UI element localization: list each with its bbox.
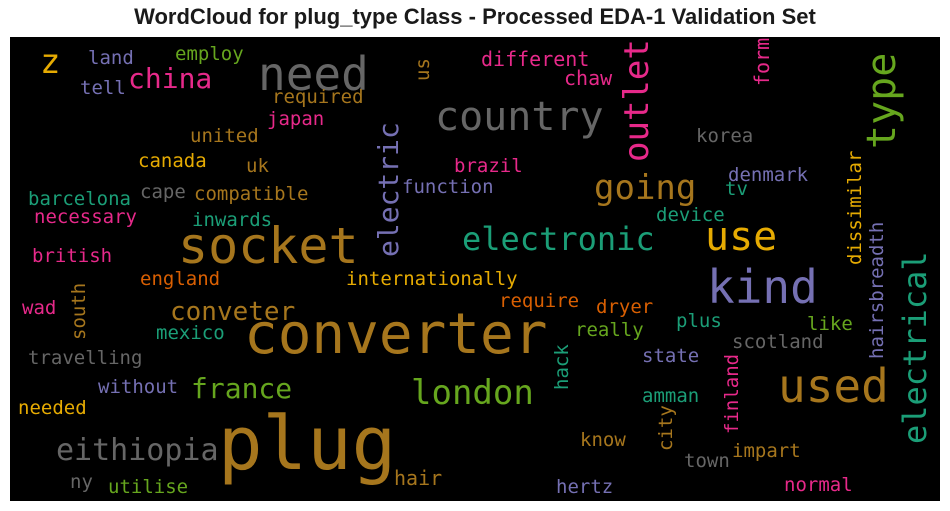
- word-mexico: mexico: [156, 322, 225, 344]
- word-electric: electric: [372, 122, 405, 257]
- word-hair: hair: [394, 466, 443, 490]
- word-type: type: [859, 52, 905, 149]
- word-eithiopia: eithiopia: [56, 433, 219, 468]
- word-korea: korea: [696, 125, 754, 147]
- word-require: require: [499, 290, 580, 312]
- word-needed: needed: [18, 397, 87, 419]
- word-outlet: outlet: [617, 39, 657, 162]
- word-london: london: [411, 373, 534, 413]
- word-form: form: [750, 37, 774, 86]
- chart-title: WordCloud for plug_type Class - Processe…: [134, 4, 816, 29]
- word-barcelona: barcelona: [28, 188, 131, 210]
- word-without: without: [98, 376, 179, 398]
- word-going: going: [594, 168, 697, 208]
- word-denmark: denmark: [728, 164, 809, 186]
- word-socket: socket: [178, 217, 359, 275]
- word-use: use: [705, 214, 778, 260]
- word-us: us: [412, 58, 434, 81]
- word-england: england: [140, 268, 221, 290]
- word-land: land: [88, 47, 134, 69]
- word-z: z: [40, 42, 61, 82]
- word-british: british: [32, 245, 113, 267]
- word-china: china: [128, 62, 213, 95]
- word-cape: cape: [140, 181, 186, 203]
- word-dryer: dryer: [596, 296, 654, 318]
- word-different: different: [481, 47, 590, 71]
- word-necessary: necessary: [34, 206, 137, 228]
- word-hairsbreadth: hairsbreadth: [866, 221, 888, 359]
- word-know: know: [580, 429, 626, 451]
- word-utilise: utilise: [108, 476, 189, 498]
- word-hertz: hertz: [556, 476, 614, 498]
- word-device: device: [656, 204, 725, 226]
- word-travelling: travelling: [28, 347, 143, 369]
- word-tell: tell: [80, 77, 126, 99]
- word-required: required: [272, 86, 364, 108]
- word-ny: ny: [70, 471, 93, 493]
- word-internationally: internationally: [346, 268, 518, 290]
- word-really: really: [575, 319, 644, 341]
- word-scotland: scotland: [732, 331, 824, 353]
- word-south: south: [68, 282, 90, 340]
- word-used: used: [778, 359, 889, 413]
- word-brazil: brazil: [454, 155, 523, 177]
- word-hack: hack: [551, 344, 573, 390]
- word-dissimilar: dissimilar: [844, 150, 866, 265]
- word-uk: uk: [246, 155, 269, 177]
- word-plug: plug: [218, 401, 397, 487]
- word-need: need: [258, 47, 369, 101]
- word-converter: converter: [244, 302, 548, 367]
- word-normal: normal: [784, 474, 853, 496]
- word-conveter: conveter: [170, 297, 296, 327]
- word-compatible: compatible: [194, 183, 309, 205]
- word-function: function: [402, 176, 494, 198]
- word-wad: wad: [22, 297, 57, 319]
- word-town: town: [684, 450, 730, 472]
- word-city: city: [655, 405, 677, 451]
- word-impart: impart: [732, 440, 801, 462]
- word-kind: kind: [707, 260, 818, 314]
- word-state: state: [642, 345, 700, 367]
- word-employ: employ: [175, 43, 244, 65]
- word-united: united: [190, 125, 259, 147]
- word-electronic: electronic: [462, 220, 655, 258]
- word-country: country: [435, 94, 604, 140]
- word-inwards: inwards: [192, 209, 273, 231]
- word-japan: japan: [267, 108, 325, 130]
- word-electrical: electrical: [896, 251, 934, 444]
- word-like: like: [807, 313, 853, 335]
- word-chaw: chaw: [564, 66, 613, 90]
- word-finland: finland: [721, 353, 743, 434]
- word-plus: plus: [676, 310, 722, 332]
- word-france: france: [191, 372, 293, 405]
- word-amman: amman: [642, 385, 700, 407]
- word-tv: tv: [725, 178, 748, 200]
- wordcloud-canvas: z land employ tell china need required us differ…: [10, 37, 940, 501]
- word-canada: canada: [138, 150, 207, 172]
